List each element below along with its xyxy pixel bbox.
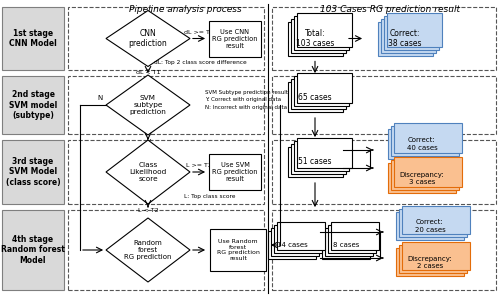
Text: 2nd stage
SVM model
(subtype): 2nd stage SVM model (subtype) bbox=[9, 90, 57, 120]
FancyBboxPatch shape bbox=[294, 141, 348, 171]
FancyBboxPatch shape bbox=[2, 7, 64, 70]
Text: Pipeline analysis process: Pipeline analysis process bbox=[128, 5, 242, 14]
Text: dL >= T1: dL >= T1 bbox=[184, 29, 214, 34]
Text: Discrepancy:
3 cases: Discrepancy: 3 cases bbox=[400, 171, 444, 184]
Text: Use Random
forest
RG prediction
result: Use Random forest RG prediction result bbox=[216, 239, 260, 261]
Text: 103 Cases RG prediction result: 103 Cases RG prediction result bbox=[320, 5, 460, 14]
FancyBboxPatch shape bbox=[378, 21, 432, 56]
FancyBboxPatch shape bbox=[322, 231, 370, 259]
FancyBboxPatch shape bbox=[296, 12, 352, 47]
Text: 51 cases: 51 cases bbox=[298, 157, 332, 167]
FancyBboxPatch shape bbox=[399, 209, 467, 237]
Text: N: Incorrect with original data: N: Incorrect with original data bbox=[205, 105, 287, 110]
Text: Y: Correct with original data: Y: Correct with original data bbox=[205, 97, 281, 102]
Text: Class
Likelihood
score: Class Likelihood score bbox=[130, 162, 166, 182]
Text: Use CNN
RG prediction
result: Use CNN RG prediction result bbox=[212, 29, 258, 48]
Text: Discrepancy:
2 cases: Discrepancy: 2 cases bbox=[408, 255, 453, 268]
FancyBboxPatch shape bbox=[294, 15, 348, 50]
FancyBboxPatch shape bbox=[288, 82, 343, 112]
FancyBboxPatch shape bbox=[2, 140, 64, 204]
FancyBboxPatch shape bbox=[402, 242, 470, 270]
FancyBboxPatch shape bbox=[394, 123, 462, 153]
FancyBboxPatch shape bbox=[396, 248, 464, 276]
FancyBboxPatch shape bbox=[274, 225, 322, 253]
Text: Use SVM
RG prediction
result: Use SVM RG prediction result bbox=[212, 162, 258, 182]
FancyBboxPatch shape bbox=[296, 138, 352, 168]
Text: Y: Y bbox=[146, 139, 150, 145]
Text: CNN
prediction: CNN prediction bbox=[128, 29, 168, 48]
Text: dL: Top 2 class score difference: dL: Top 2 class score difference bbox=[154, 60, 246, 65]
Polygon shape bbox=[106, 140, 190, 204]
FancyBboxPatch shape bbox=[386, 12, 442, 47]
FancyBboxPatch shape bbox=[394, 157, 462, 187]
Text: 8 cases: 8 cases bbox=[333, 242, 359, 248]
FancyBboxPatch shape bbox=[391, 126, 459, 156]
Text: SVM Subtype prediction result: SVM Subtype prediction result bbox=[205, 90, 288, 95]
FancyBboxPatch shape bbox=[402, 206, 470, 234]
FancyBboxPatch shape bbox=[399, 245, 467, 273]
Text: Random
forest
RG prediction: Random forest RG prediction bbox=[124, 240, 172, 260]
Polygon shape bbox=[106, 75, 190, 135]
Text: Correct:
20 cases: Correct: 20 cases bbox=[414, 219, 446, 233]
Text: 1st stage
CNN Model: 1st stage CNN Model bbox=[9, 29, 57, 48]
FancyBboxPatch shape bbox=[271, 228, 319, 256]
Text: Correct:
40 cases: Correct: 40 cases bbox=[406, 138, 438, 151]
FancyBboxPatch shape bbox=[388, 129, 456, 159]
FancyBboxPatch shape bbox=[384, 15, 438, 50]
Text: L: Top class score: L: Top class score bbox=[184, 194, 236, 199]
FancyBboxPatch shape bbox=[296, 73, 352, 103]
Polygon shape bbox=[106, 10, 190, 67]
FancyBboxPatch shape bbox=[2, 210, 64, 290]
FancyBboxPatch shape bbox=[290, 79, 346, 109]
FancyBboxPatch shape bbox=[288, 21, 343, 56]
FancyBboxPatch shape bbox=[209, 154, 261, 190]
Text: dL < T1: dL < T1 bbox=[136, 70, 160, 75]
FancyBboxPatch shape bbox=[209, 20, 261, 56]
FancyBboxPatch shape bbox=[388, 163, 456, 193]
FancyBboxPatch shape bbox=[2, 76, 64, 134]
FancyBboxPatch shape bbox=[290, 144, 346, 174]
Text: SVM
subtype
prediction: SVM subtype prediction bbox=[130, 95, 166, 115]
Text: L >= T2: L >= T2 bbox=[186, 163, 212, 168]
FancyBboxPatch shape bbox=[210, 229, 266, 271]
FancyBboxPatch shape bbox=[290, 18, 346, 53]
FancyBboxPatch shape bbox=[328, 225, 376, 253]
FancyBboxPatch shape bbox=[277, 222, 325, 250]
Text: N: N bbox=[98, 95, 102, 101]
Polygon shape bbox=[106, 218, 190, 282]
Text: 14 cases: 14 cases bbox=[276, 242, 308, 248]
Text: Total:
103 cases: Total: 103 cases bbox=[296, 29, 334, 48]
FancyBboxPatch shape bbox=[325, 228, 373, 256]
Text: 4th stage
Random forest
Model: 4th stage Random forest Model bbox=[1, 235, 65, 265]
Text: 3rd stage
SVM Model
(class score): 3rd stage SVM Model (class score) bbox=[6, 157, 60, 187]
FancyBboxPatch shape bbox=[331, 222, 379, 250]
FancyBboxPatch shape bbox=[294, 76, 348, 106]
FancyBboxPatch shape bbox=[288, 147, 343, 177]
FancyBboxPatch shape bbox=[396, 212, 464, 240]
FancyBboxPatch shape bbox=[391, 160, 459, 190]
Text: Correct:
38 cases: Correct: 38 cases bbox=[388, 29, 422, 48]
Text: 65 cases: 65 cases bbox=[298, 92, 332, 102]
Text: L < T2: L < T2 bbox=[138, 208, 158, 213]
FancyBboxPatch shape bbox=[380, 18, 436, 53]
FancyBboxPatch shape bbox=[268, 231, 316, 259]
